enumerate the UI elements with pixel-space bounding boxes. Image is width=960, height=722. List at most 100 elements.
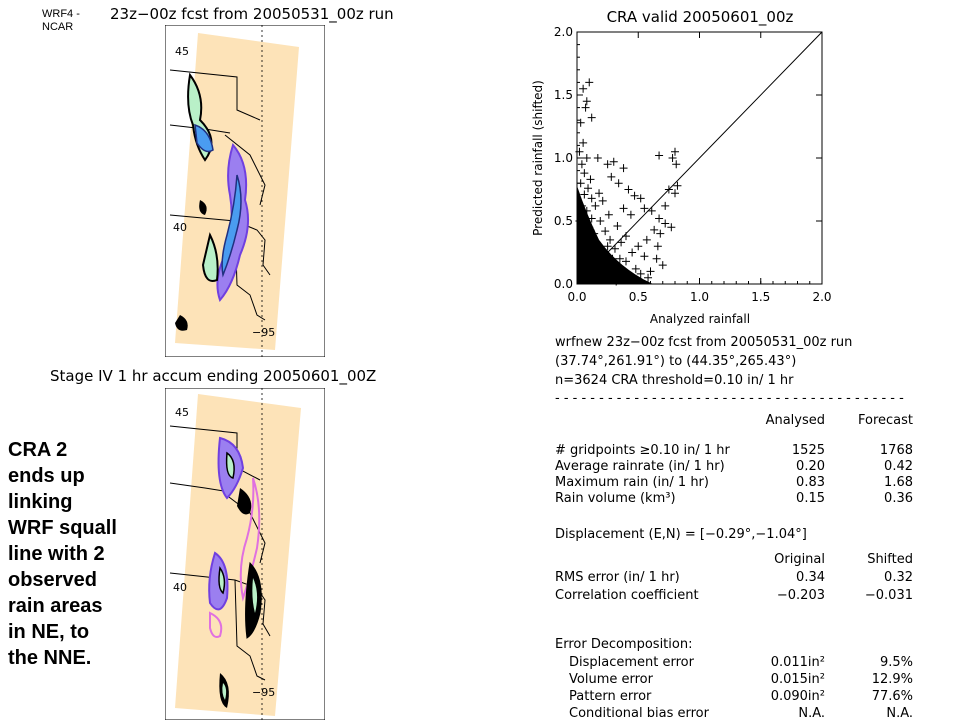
scatter-point [608, 254, 617, 263]
stats-panel: wrfnew 23z−00z fcst from 20050531_00z ru… [555, 335, 915, 721]
stat-label: Displacement error [569, 655, 694, 670]
bottom-map: 45 40 −95 [165, 388, 325, 720]
col-header-forecast: Forecast [857, 413, 913, 428]
scatter-point [603, 242, 612, 251]
bottom-map-title: Stage IV 1 hr accum ending 20050601_00Z [50, 367, 377, 385]
bottom-map-rain-area [209, 611, 223, 638]
scatter-point [664, 185, 673, 194]
scatter-point [575, 147, 584, 156]
scatter-point [581, 248, 590, 257]
top-map-lat-45: 45 [175, 45, 189, 58]
stat-value-a: 0.011in² [770, 655, 825, 670]
scatter-point [624, 185, 633, 194]
col-header-analysed: Analysed [765, 413, 825, 428]
scatter-point [576, 179, 585, 188]
note-line: CRA 2 [8, 439, 68, 461]
scatter-point [596, 217, 605, 225]
y-tick-label: 1.5 [554, 88, 573, 102]
displacement-line: Displacement (E,N) = [−0.29°,−1.04°] [555, 527, 807, 542]
top-map-border [224, 134, 266, 206]
bottom-map-border [234, 579, 266, 681]
stat-value-a: N.A. [798, 706, 825, 721]
scatter-point [591, 254, 600, 263]
stat-value-b: 12.9% [871, 672, 913, 687]
scatter-point [606, 235, 615, 244]
stat-value-a: 0.83 [796, 475, 825, 490]
scatter-point [642, 235, 651, 244]
scatter-point [590, 229, 599, 238]
stats-divider: - - - - - - - - - - - - - - - - - - - - … [555, 391, 904, 406]
scatter-point [612, 277, 621, 286]
scatter-point [582, 97, 591, 106]
col-header-original: Original [774, 552, 825, 567]
scatter-point [607, 172, 616, 181]
x-tick-label: 0.0 [567, 290, 586, 304]
note-text: CRA 2 ends up linking WRF squall line wi… [8, 437, 148, 671]
scatter-point [603, 160, 612, 169]
scatter-point [653, 242, 662, 251]
x-tick-label: 0.5 [629, 290, 648, 304]
scatter-point [586, 175, 595, 184]
scatter-point [591, 201, 600, 210]
scatter-point [599, 257, 608, 266]
scatter-point-cluster [577, 185, 653, 284]
stat-value-b: 1768 [879, 443, 913, 458]
y-tick-label: 0.5 [554, 214, 573, 228]
note-line: rain areas [8, 595, 103, 617]
top-map-border [169, 69, 261, 121]
scatter-point [580, 190, 589, 199]
scatter-point [579, 84, 588, 93]
scatter-point [577, 201, 586, 210]
bottom-map-lat-40: 40 [173, 581, 187, 594]
top-map-lat-40: 40 [173, 221, 187, 234]
scatter-point [640, 252, 649, 261]
y-tick-label: 1.0 [554, 151, 573, 165]
scatter-point [652, 254, 661, 263]
stat-label: Average rainrate (in/ 1 hr) [555, 459, 725, 474]
bottom-map-lat-45: 45 [175, 406, 189, 419]
stat-value-b: N.A. [886, 706, 913, 721]
scatter-point [647, 206, 656, 215]
scatter-point [622, 232, 630, 241]
scatter-point [636, 194, 645, 203]
top-map-rain-core [221, 174, 242, 278]
top-map-rain-area [199, 200, 207, 215]
bottom-map-rain-core [252, 578, 258, 613]
note-line: line with 2 [8, 543, 105, 565]
y-tick-label: 2.0 [554, 25, 573, 39]
scatter-point [576, 118, 585, 127]
note-line: WRF squall [8, 517, 117, 539]
stat-value-b: 0.36 [884, 491, 913, 506]
stats-header-line: wrfnew 23z−00z fcst from 20050531_00z ru… [555, 335, 853, 350]
scatter-point [671, 147, 679, 156]
chart-title: CRA valid 20050601_00z [607, 8, 794, 27]
col-header-shifted: Shifted [867, 552, 913, 567]
scatter-point [587, 194, 596, 203]
top-map-rain-core [194, 123, 214, 153]
scatter-point [636, 269, 645, 278]
scatter-point [656, 229, 665, 238]
stat-value-b: 9.5% [879, 655, 913, 670]
scatter-point [634, 242, 643, 251]
scatter-point [673, 181, 682, 190]
scatter-point [667, 223, 676, 232]
stat-label: Maximum rain (in/ 1 hr) [555, 475, 709, 490]
stat-value-a: −0.203 [776, 588, 825, 603]
scatter-point [598, 267, 607, 276]
scatter-point [613, 222, 622, 231]
note-line: ends up [8, 465, 85, 487]
bottom-map-rain-core [222, 683, 227, 700]
scatter-point [577, 160, 586, 169]
logo-text: WRF4 - NCAR [42, 8, 80, 34]
scatter-point [658, 261, 667, 270]
note-line: linking [8, 491, 73, 513]
scatter-point [588, 273, 597, 282]
scatter-point [582, 154, 591, 162]
stats-header-line: n=3624 CRA threshold=0.10 in/ 1 hr [555, 373, 794, 388]
scatter-point [628, 248, 637, 257]
scatter-point [631, 264, 640, 273]
scatter-point [644, 273, 653, 282]
scatter-point [581, 103, 590, 112]
scatter-point [661, 201, 670, 210]
scatter-point [585, 78, 594, 87]
